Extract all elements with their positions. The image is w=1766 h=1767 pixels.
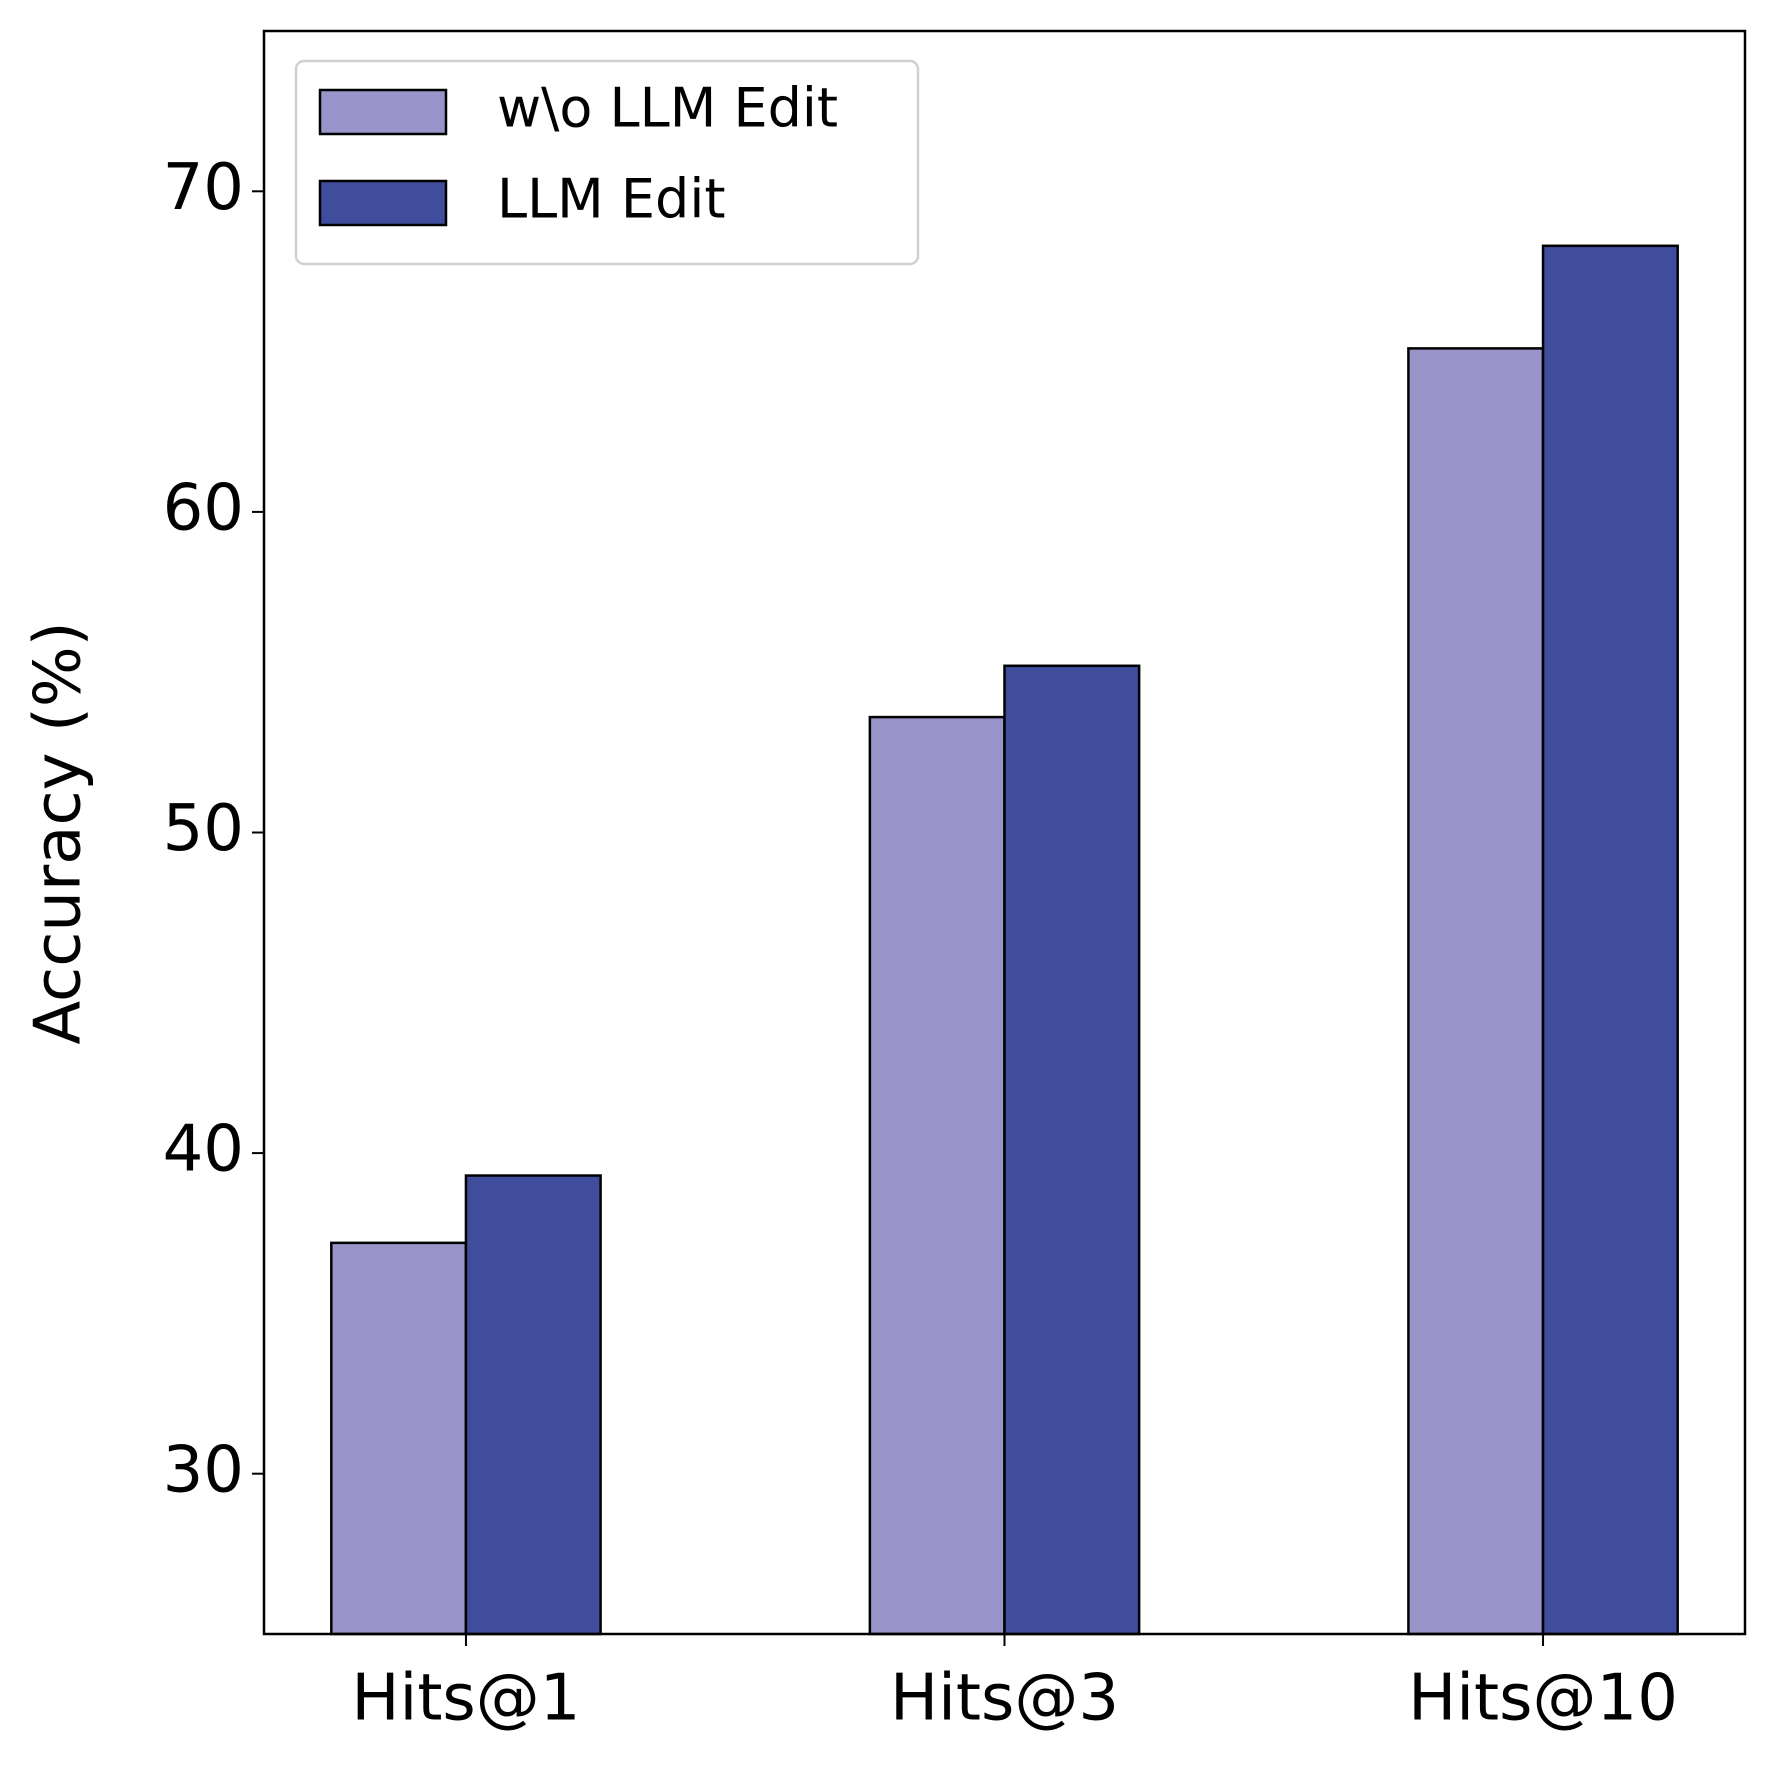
- bar: [1541, 244, 1679, 1636]
- legend-swatch: [318, 88, 448, 136]
- legend-box: [294, 59, 920, 266]
- legend-label: w\o LLM Edit: [497, 77, 838, 140]
- bar: [1407, 347, 1545, 1636]
- x-tick-label: Hits@1: [351, 1662, 580, 1736]
- plot-frame: [262, 29, 1747, 1636]
- x-tick-label: Hits@3: [890, 1662, 1119, 1736]
- bar: [1003, 664, 1141, 1636]
- y-tick-label: 50: [163, 792, 244, 866]
- y-axis-label: Accuracy (%): [22, 621, 96, 1044]
- legend-swatch: [318, 179, 448, 227]
- legend-label: LLM Edit: [497, 168, 726, 231]
- bar: [330, 1241, 468, 1636]
- y-tick-label: 30: [163, 1433, 244, 1507]
- y-tick-label: 40: [163, 1113, 244, 1187]
- x-tick-label: Hits@10: [1408, 1662, 1678, 1736]
- bar: [868, 715, 1006, 1636]
- y-tick-label: 60: [163, 471, 244, 545]
- y-tick-label: 70: [163, 151, 244, 225]
- bar: [464, 1174, 602, 1636]
